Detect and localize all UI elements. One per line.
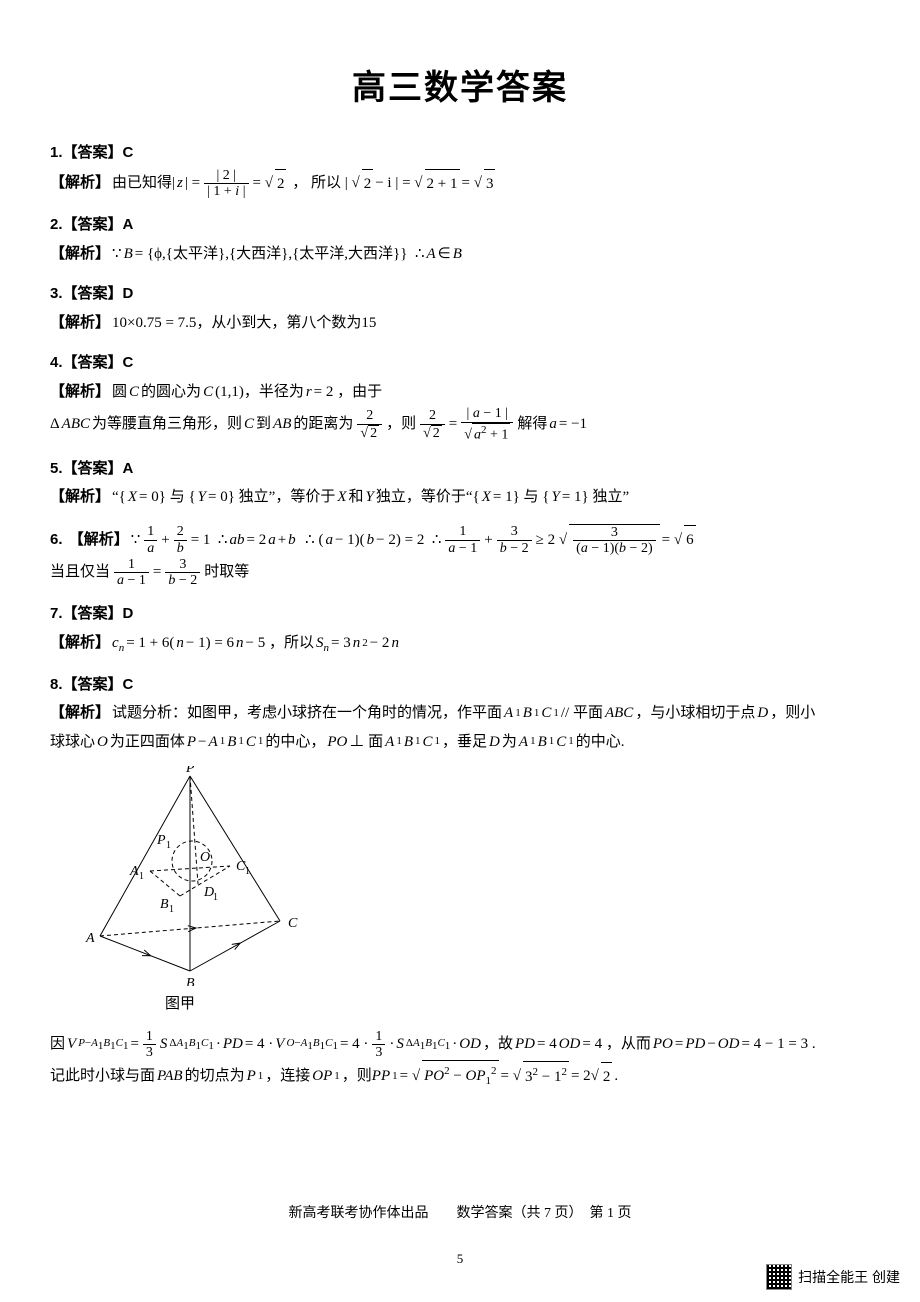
question-item: 6. 【解析】∵ 1a + 2b = 1 ∴ ab = 2a + b ∴ (a … — [50, 524, 870, 589]
analysis-line: PP1 = √PO2 − OP12 = √32 − 12 = 2√2 . — [372, 1060, 618, 1092]
analysis-line: 记此时小球与面 PAB 的切点为 P1，连接 OP1，则 — [50, 1062, 372, 1091]
analysis-line: 【解析】由已知得| z | = | 2 || 1 + i | = √2 ， 所以… — [50, 168, 495, 200]
analysis-line: 【解析】“{X = 0} 与 {Y = 0} 独立”，等价于 X 和 Y 独立，… — [50, 483, 629, 512]
question-item: 7.【答案】D【解析】cn = 1 + 6(n − 1) = 6n − 5 ，所… — [50, 600, 870, 658]
analysis-line: 6. 【解析】∵ 1a + 2b = 1 ∴ ab = 2a + b ∴ (a … — [50, 524, 696, 557]
analysis-line: 【解析】圆C 的圆心为 C(1,1)，半径为 r = 2 ，由于 — [50, 378, 382, 407]
svg-text:B: B — [160, 897, 169, 912]
analysis-line: 故 PD = 4OD = 4 ，从而 PO = PD − OD = 4 − 1 … — [498, 1030, 816, 1059]
answer-line: 8.【答案】C — [50, 671, 870, 700]
svg-text:P: P — [156, 833, 166, 848]
analysis-line: 【解析】10×0.75 = 7.5，从小到大，第八个数为15 — [50, 309, 376, 338]
watermark: 扫描全能王 创建 — [766, 1264, 900, 1290]
question-item: 8.【答案】C【解析】试题分析：如图甲，考虑小球挤在一个角时的情况，作平面 A1… — [50, 671, 870, 1093]
watermark-text: 扫描全能王 创建 — [798, 1267, 900, 1287]
analysis-line: 当且仅当 1a − 1 = 3b − 2 时取等 — [50, 557, 249, 589]
svg-text:P: P — [185, 766, 195, 776]
figure-caption: 图甲 — [80, 990, 280, 1019]
svg-text:A: A — [129, 864, 139, 879]
question-item: 1.【答案】C【解析】由已知得| z | = | 2 || 1 + i | = … — [50, 139, 870, 199]
figure-container: PABCA1B1C1D1OP1图甲 — [80, 766, 870, 1019]
qr-icon — [766, 1264, 792, 1290]
question-item: 2.【答案】A【解析】∵ B = {ϕ,{太平洋},{大西洋},{太平洋,大西洋… — [50, 211, 870, 268]
tetrahedron-figure: PABCA1B1C1D1OP1 — [80, 766, 300, 986]
svg-text:O: O — [200, 850, 210, 865]
analysis-line: 球球心 O 为正四面体 P − A1B1C1 的中心，PO ⊥ 面A1B1C1 … — [50, 728, 625, 757]
svg-text:C: C — [288, 916, 298, 931]
page-title: 高三数学答案 — [50, 60, 870, 109]
svg-text:1: 1 — [139, 871, 144, 882]
analysis-line: ΔABC 为等腰直角三角形，则 C 到 AB 的距离为 2√2 ，则 2√2 =… — [50, 406, 587, 442]
analysis-line: 【解析】试题分析：如图甲，考虑小球挤在一个角时的情况，作平面 A1B1C1 //… — [50, 699, 815, 728]
analysis-line: 【解析】∵ B = {ϕ,{太平洋},{大西洋},{太平洋,大西洋}} ∴ A … — [50, 240, 462, 269]
answer-line: 1.【答案】C — [50, 139, 870, 168]
analysis-line: 【解析】cn = 1 + 6(n − 1) = 6n − 5 ，所以 Sn = … — [50, 629, 399, 659]
answer-line: 4.【答案】C — [50, 349, 870, 378]
footer-text: 新高考联考协作体出品 数学答案（共 7 页） 第 1 页 — [0, 1202, 920, 1222]
analysis-line: 因 VP−A1B1C1 = 13 SΔA1B1C1 · PD = 4 · VO−… — [50, 1029, 498, 1061]
question-item: 4.【答案】C【解析】圆C 的圆心为 C(1,1)，半径为 r = 2 ，由于Δ… — [50, 349, 870, 442]
svg-text:1: 1 — [166, 840, 171, 851]
question-item: 3.【答案】D【解析】10×0.75 = 7.5，从小到大，第八个数为15 — [50, 280, 870, 337]
svg-text:1: 1 — [169, 904, 174, 915]
answer-line: 7.【答案】D — [50, 600, 870, 629]
svg-text:B: B — [186, 976, 195, 986]
answer-line: 2.【答案】A — [50, 211, 870, 240]
answer-line: 5.【答案】A — [50, 455, 870, 484]
svg-text:A: A — [85, 931, 95, 946]
question-item: 5.【答案】A【解析】“{X = 0} 与 {Y = 0} 独立”，等价于 X … — [50, 455, 870, 512]
svg-text:1: 1 — [213, 892, 218, 903]
svg-text:1: 1 — [245, 866, 250, 877]
answer-line: 3.【答案】D — [50, 280, 870, 309]
